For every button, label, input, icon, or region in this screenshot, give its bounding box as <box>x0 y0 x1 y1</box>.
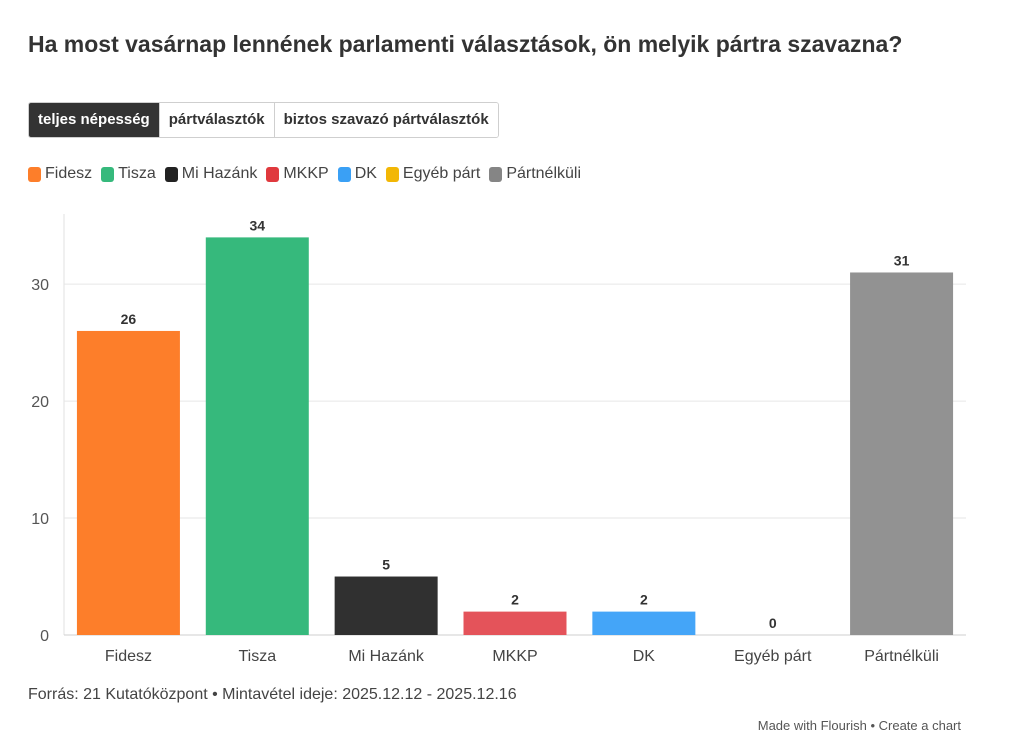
legend-item-mkkp[interactable]: MKKP <box>266 165 329 183</box>
legend: Fidesz Tisza Mi Hazánk MKKP DK Egyéb pár… <box>28 165 581 183</box>
y-tick-label: 10 <box>31 511 49 528</box>
legend-item-dk[interactable]: DK <box>337 165 377 183</box>
bar-chart: 0 10 20 30 26 Fidesz 34 Tisza 5 Mi Hazánk 2 MKKP 2 DK… <box>31 214 966 665</box>
legend-label: Tisza <box>118 165 156 182</box>
y-tick-label: 20 <box>31 394 49 411</box>
x-tick-label: MKKP <box>492 648 537 665</box>
legend-swatch <box>489 166 503 182</box>
bar[interactable] <box>76 330 180 635</box>
legend-swatch <box>164 166 178 182</box>
x-tick-label: Tisza <box>238 648 276 665</box>
legend-item-egyeb-part[interactable]: Egyéb párt <box>385 165 481 183</box>
x-tick-label: DK <box>633 648 656 665</box>
bar[interactable] <box>850 272 954 635</box>
legend-swatch <box>385 166 399 182</box>
data-label: 2 <box>640 592 648 608</box>
tab-biztos-szavazo-partvalasztok[interactable]: biztos szavazó pártválasztók <box>274 103 498 137</box>
credit-separator: • <box>866 718 879 733</box>
legend-label: Fidesz <box>45 165 93 182</box>
legend-label: Mi Hazánk <box>181 165 258 182</box>
data-label: 0 <box>769 615 777 631</box>
legend-swatch <box>337 166 351 182</box>
bar[interactable] <box>205 237 309 635</box>
legend-label: Pártnélküli <box>506 165 582 182</box>
legend-label: Egyéb párt <box>402 165 481 182</box>
x-tick-label: Pártnélküli <box>864 648 939 665</box>
source-note: Forrás: 21 Kutatóközpont • Mintavétel id… <box>28 686 517 703</box>
flourish-credit: Made with Flourish • Create a chart <box>758 718 961 733</box>
data-label: 26 <box>121 311 137 327</box>
data-label: 34 <box>249 217 265 233</box>
x-tick-label: Egyéb párt <box>734 648 812 665</box>
legend-item-fidesz[interactable]: Fidesz <box>28 165 92 183</box>
data-label: 31 <box>894 252 910 268</box>
legend-item-partnelkuli[interactable]: Pártnélküli <box>489 165 581 183</box>
x-tick-label: Mi Hazánk <box>348 648 425 665</box>
bar[interactable] <box>334 576 438 635</box>
legend-item-tisza[interactable]: Tisza <box>101 165 156 183</box>
bar[interactable] <box>463 611 567 635</box>
made-with-flourish-link[interactable]: Made with Flourish <box>757 718 867 733</box>
x-tick-label: Fidesz <box>105 648 152 665</box>
y-tick-label: 30 <box>31 277 49 294</box>
tab-partvalasztok[interactable]: pártválasztók <box>159 103 275 137</box>
data-label: 2 <box>511 592 519 608</box>
tab-teljes-nepesseg[interactable]: teljes népesség <box>29 103 160 137</box>
bar[interactable] <box>592 611 696 635</box>
legend-swatch <box>101 166 115 182</box>
population-filter-tabs: teljes népesség pártválasztók biztos sza… <box>28 102 499 138</box>
legend-swatch <box>266 166 280 182</box>
legend-label: MKKP <box>283 165 329 182</box>
legend-label: DK <box>354 165 377 182</box>
legend-swatch <box>28 166 41 182</box>
create-chart-link[interactable]: Create a chart <box>878 718 961 733</box>
chart-title: Ha most vasárnap lennének parlamenti vál… <box>28 31 903 57</box>
data-label: 5 <box>382 557 390 573</box>
legend-item-mi-hazank[interactable]: Mi Hazánk <box>164 165 258 183</box>
y-tick-label: 0 <box>40 628 49 645</box>
